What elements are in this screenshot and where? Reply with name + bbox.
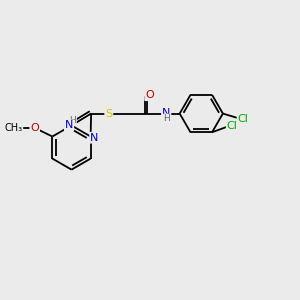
Text: N: N: [90, 133, 98, 143]
Text: Cl: Cl: [238, 114, 248, 124]
Text: H: H: [163, 115, 170, 124]
Text: N: N: [162, 108, 170, 118]
Text: CH₃: CH₃: [4, 123, 22, 133]
Text: Cl: Cl: [227, 121, 238, 131]
Text: O: O: [145, 90, 154, 100]
Text: N: N: [65, 121, 73, 130]
Text: H: H: [69, 116, 76, 124]
Text: O: O: [30, 123, 39, 133]
Text: S: S: [105, 109, 112, 118]
